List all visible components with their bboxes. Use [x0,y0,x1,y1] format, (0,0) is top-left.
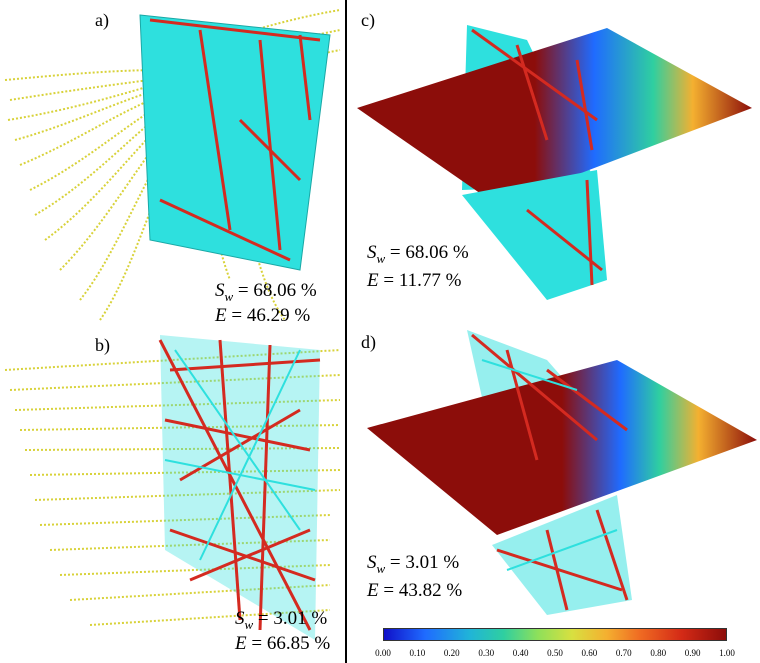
colorbar-tick-label: 0.40 [512,648,529,658]
panel-c-illustration [357,25,752,300]
concentration-plane [357,28,752,205]
saturation-value: Sw = 68.06 % [215,280,317,304]
colorbar-tick-label: 0.30 [478,648,495,658]
fibers [471,28,603,286]
panel-c: c) Sw = 68.06 % E = 11.77 % [347,0,760,330]
colorbar-tick-label: 0.20 [443,648,460,658]
concentration-plane [367,360,757,535]
colorbar-ticks: 0.00 0.10 0.20 0.30 0.40 0.50 0.60 0.70 0.80 0.90… [375,648,735,660]
efficiency-value: E = 11.77 % [367,270,462,291]
panel-b-illustration [4,335,341,640]
panel-a: a) Sw = 68.06 % E = 46.29 % [0,0,345,330]
colorbar-tick-label: 0.70 [615,648,632,658]
fiber-mesh [160,335,320,640]
panel-b: b) Sw = 3.01 % E = 66.85 % [0,330,345,663]
efficiency-value: E = 46.29 % [215,305,311,326]
panel-label: c) [361,10,375,30]
saturation-value: Sw = 68.06 % [367,242,469,266]
panel-d: d) Sw = 3.01 % E = 43.82 % [347,330,760,620]
colorbar-tick-label: 1.00 [719,648,735,658]
wetted-surface [139,14,331,271]
panel-divider [345,0,347,663]
panel-d-illustration [367,330,757,615]
panel-label: b) [95,335,110,355]
wetted-surface-lower [462,170,607,300]
saturation-value: Sw = 3.01 % [235,608,328,632]
efficiency-value: E = 66.85 % [235,633,331,654]
colorbar-tick-label: 0.90 [684,648,701,658]
fibers-wet [164,349,316,561]
efficiency-value: E = 43.82 % [367,580,463,601]
colorbar-tick-label: 0.50 [547,648,563,658]
colorbar-tick-label: 0.00 [375,648,391,658]
saturation-value: Sw = 3.01 % [367,552,460,576]
fibers [471,333,629,611]
fibers-wet [481,359,618,571]
colorbar-tick-label: 0.80 [650,648,667,658]
colorbar-tick-label: 0.60 [581,648,598,658]
colorbar [383,628,727,641]
panel-a-illustration [4,9,341,321]
colorbar-tick-label: 0.10 [409,648,426,658]
fibers [149,18,321,262]
fiber-mesh-lower [492,495,632,615]
panel-label: d) [361,332,376,352]
panel-label: a) [95,10,109,30]
